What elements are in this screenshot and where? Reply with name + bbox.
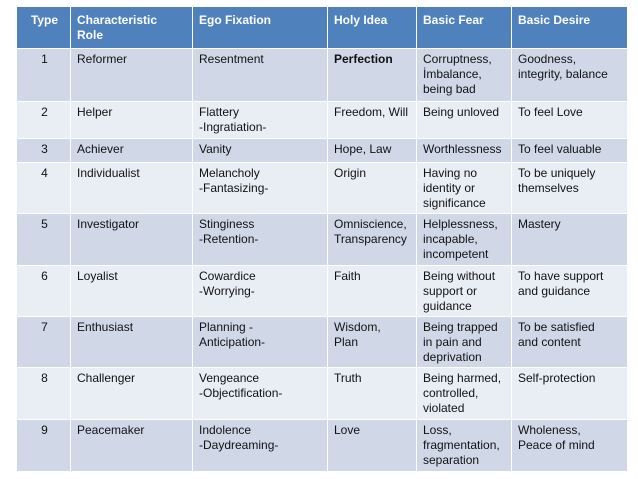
cell-type: 3 — [16, 138, 71, 163]
cell-holy-idea: Truth — [327, 367, 417, 420]
table-body: 1 Reformer Resentment Perfection Corrupt… — [16, 48, 628, 472]
cell-holy-idea: Origin — [327, 162, 417, 214]
cell-type: 8 — [16, 367, 71, 420]
cell-desire: To feel Love — [511, 101, 628, 139]
table-row: 2 Helper Flattery -Ingratiation- Freedom… — [16, 101, 628, 139]
cell-holy-idea: Faith — [327, 265, 417, 317]
cell-fixation: Stinginess -Retention- — [192, 213, 328, 266]
table-row: 9 Peacemaker Indolence -Daydreaming- Lov… — [16, 419, 628, 472]
header-type: Type — [16, 6, 71, 49]
cell-holy-idea: Freedom, Will — [327, 101, 417, 139]
cell-holy-idea: Wisdom, Plan — [327, 316, 417, 368]
cell-fixation: Melancholy -Fantasizing- — [192, 162, 328, 214]
enneagram-table: Type Characteristic Role Ego Fixation Ho… — [16, 6, 628, 472]
cell-holy-idea: Omniscience, Transparency — [327, 213, 417, 266]
header-holy-idea: Holy Idea — [327, 6, 417, 49]
table-header: Type Characteristic Role Ego Fixation Ho… — [16, 6, 628, 49]
header-basic-desire: Basic Desire — [511, 6, 628, 49]
cell-role: Individualist — [70, 162, 193, 214]
table-row: 5 Investigator Stinginess -Retention- Om… — [16, 213, 628, 266]
cell-type: 9 — [16, 419, 71, 472]
cell-role: Challenger — [70, 367, 193, 420]
cell-fixation: Indolence -Daydreaming- — [192, 419, 328, 472]
cell-fear: Worthlessness — [416, 138, 512, 163]
cell-type: 7 — [16, 316, 71, 368]
table-row: 4 Individualist Melancholy -Fantasizing-… — [16, 162, 628, 214]
cell-holy-idea: Perfection — [327, 48, 417, 102]
cell-fear: Being without support or guidance — [416, 265, 512, 317]
table-row: 3 Achiever Vanity Hope, Law Worthlessnes… — [16, 138, 628, 163]
cell-type: 4 — [16, 162, 71, 214]
cell-fixation: Vanity — [192, 138, 328, 163]
cell-type: 6 — [16, 265, 71, 317]
cell-desire: To be uniquely themselves — [511, 162, 628, 214]
cell-type: 5 — [16, 213, 71, 266]
table-row: 1 Reformer Resentment Perfection Corrupt… — [16, 48, 628, 102]
cell-desire: To have support and guidance — [511, 265, 628, 317]
cell-desire: Wholeness, Peace of mind — [511, 419, 628, 472]
cell-desire: Goodness, integrity, balance — [511, 48, 628, 102]
cell-role: Investigator — [70, 213, 193, 266]
cell-fear: Being unloved — [416, 101, 512, 139]
cell-desire: Mastery — [511, 213, 628, 266]
header-basic-fear: Basic Fear — [416, 6, 512, 49]
cell-holy-idea: Love — [327, 419, 417, 472]
cell-fixation: Flattery -Ingratiation- — [192, 101, 328, 139]
cell-role: Reformer — [70, 48, 193, 102]
cell-fear: Being harmed, controlled, violated — [416, 367, 512, 420]
cell-role: Peacemaker — [70, 419, 193, 472]
cell-fear: Loss, fragmentation, separation — [416, 419, 512, 472]
table-row: 6 Loyalist Cowardice -Worrying- Faith Be… — [16, 265, 628, 317]
cell-fixation: Resentment — [192, 48, 328, 102]
cell-fixation: Planning - Anticipation- — [192, 316, 328, 368]
cell-fixation: Cowardice -Worrying- — [192, 265, 328, 317]
cell-desire: To be satisfied and content — [511, 316, 628, 368]
cell-fear: Helplessness, incapable, incompetent — [416, 213, 512, 266]
cell-fear: Corruptness, İmbalance, being bad — [416, 48, 512, 102]
header-row: Type Characteristic Role Ego Fixation Ho… — [16, 6, 628, 49]
cell-role: Loyalist — [70, 265, 193, 317]
cell-fear: Being trapped in pain and deprivation — [416, 316, 512, 368]
cell-role: Enthusiast — [70, 316, 193, 368]
cell-role: Helper — [70, 101, 193, 139]
table-row: 8 Challenger Vengeance -Objectification-… — [16, 367, 628, 420]
cell-role: Achiever — [70, 138, 193, 163]
header-ego-fixation: Ego Fixation — [192, 6, 328, 49]
cell-type: 2 — [16, 101, 71, 139]
cell-fear: Having no identity or significance — [416, 162, 512, 214]
header-characteristic-role: Characteristic Role — [70, 6, 193, 49]
cell-holy-idea: Hope, Law — [327, 138, 417, 163]
cell-desire: Self-protection — [511, 367, 628, 420]
table-row: 7 Enthusiast Planning - Anticipation- Wi… — [16, 316, 628, 368]
cell-type: 1 — [16, 48, 71, 102]
cell-desire: To feel valuable — [511, 138, 628, 163]
cell-fixation: Vengeance -Objectification- — [192, 367, 328, 420]
